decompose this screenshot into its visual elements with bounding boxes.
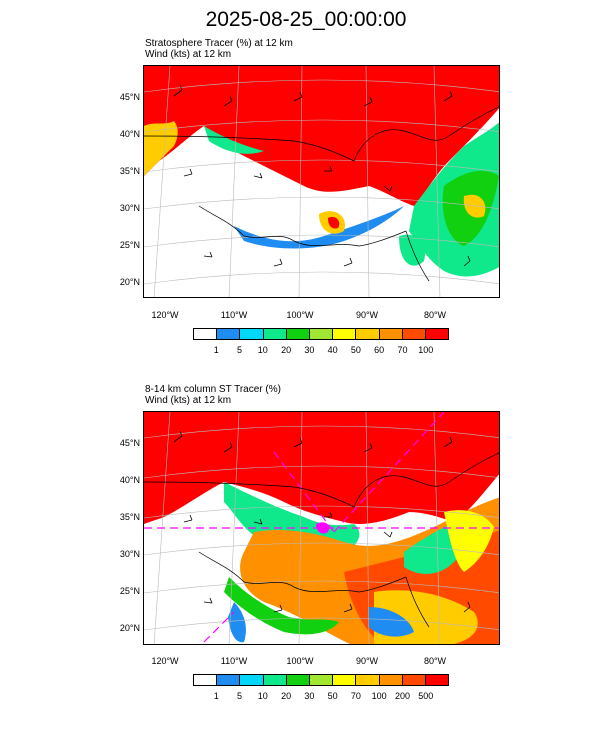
- colorbar-swatch: [194, 329, 218, 339]
- colorbar-swatch: [286, 675, 310, 685]
- colorbar-label: 60: [374, 345, 385, 355]
- colorbar-swatch: [333, 675, 357, 685]
- colorbar-swatch: [425, 675, 449, 685]
- colorbar-label: 100: [371, 691, 387, 701]
- panel1-lon-label-80w: 80°W: [423, 310, 447, 320]
- colorbar-label: 50: [327, 691, 338, 701]
- panel1-lat-label-25n: 25°N: [119, 240, 140, 250]
- colorbar-label: 5: [237, 345, 243, 355]
- colorbar-swatch: [425, 329, 449, 339]
- colorbar-swatch: [402, 675, 426, 685]
- column-st-tracer-field: [144, 412, 499, 644]
- panel1-lon-label-120w: 120°W: [151, 310, 179, 320]
- panel2-lon-label-80w: 80°W: [423, 656, 447, 666]
- panel2-lat-label-35n: 35°N: [119, 512, 140, 522]
- main-title: 2025-08-25_00:00:00: [205, 8, 407, 31]
- wind-barbs: [173, 84, 471, 267]
- panel1-lat-label-40n: 40°N: [119, 129, 140, 139]
- colorbar-label: 50: [350, 345, 361, 355]
- colorbar-swatch: [263, 329, 287, 339]
- panel2-lat-label-25n: 25°N: [119, 586, 140, 596]
- colorbar-label: 1: [213, 691, 219, 701]
- panel2-lat-label-45n: 45°N: [119, 438, 140, 448]
- panel2-lat-label-40n: 40°N: [119, 475, 140, 485]
- colorbar-swatch: [240, 329, 264, 339]
- panel1-title-line1: Stratosphere Tracer (%) at 12 km: [145, 38, 293, 49]
- lat-lon-grid: [144, 412, 499, 644]
- colorbar-label: 500: [418, 691, 434, 701]
- colorbar-swatch: [333, 329, 357, 339]
- panel1-lat-label-45n: 45°N: [119, 92, 140, 102]
- panel2-lat-label-20n: 20°N: [119, 623, 140, 633]
- colorbar-swatch: [402, 329, 426, 339]
- colorbar-swatch: [240, 675, 264, 685]
- lat-lon-grid: [144, 66, 499, 297]
- colorbar-swatch: [194, 675, 218, 685]
- colorbar-label: 10: [257, 345, 268, 355]
- panel1-lat-label-20n: 20°N: [119, 277, 140, 287]
- colorbar-swatch: [356, 329, 380, 339]
- colorbar-swatch: [217, 675, 241, 685]
- panel2-lon-label-110w: 110°W: [220, 656, 248, 666]
- colorbar-swatch: [309, 329, 334, 339]
- colorbar-label: 20: [281, 345, 292, 355]
- colorbar-label: 70: [350, 691, 361, 701]
- panel2-map: [143, 411, 500, 645]
- colorbar-label: 30: [304, 691, 315, 701]
- panel1-lat-label-30n: 30°N: [119, 203, 140, 213]
- colorbar-swatch: [217, 329, 241, 339]
- colorbar-label: 1: [213, 345, 219, 355]
- colorbar-label: 100: [418, 345, 434, 355]
- wind-barbs: [173, 430, 471, 613]
- colorbar-label: 200: [394, 691, 410, 701]
- panel1-map: [143, 65, 500, 298]
- stratosphere-tracer-field: [144, 66, 499, 277]
- colorbar-label: 40: [327, 345, 338, 355]
- colorbar-swatch: [309, 675, 334, 685]
- colorbar-label: 30: [304, 345, 315, 355]
- panel1-colorbar: [193, 328, 449, 340]
- panel2-lon-label-90w: 90°W: [355, 656, 379, 666]
- cross-section-dashed-lines: [144, 412, 499, 643]
- colorbar-swatch: [263, 675, 287, 685]
- colorbar-label: 10: [257, 691, 268, 701]
- country-borders: [144, 452, 499, 628]
- panel1-lat-label-35n: 35°N: [119, 166, 140, 176]
- panel1-lon-label-100w: 100°W: [286, 310, 314, 320]
- country-borders: [144, 106, 499, 282]
- colorbar-label: 20: [281, 691, 292, 701]
- colorbar-swatch: [356, 675, 380, 685]
- panel2-lat-label-30n: 30°N: [119, 549, 140, 559]
- colorbar-label: 5: [237, 691, 243, 701]
- colorbar-swatch: [379, 329, 403, 339]
- panel2-lon-label-100w: 100°W: [286, 656, 314, 666]
- panel2-lon-label-120w: 120°W: [151, 656, 179, 666]
- panel2-title-line1: 8-14 km column ST Tracer (%): [145, 384, 281, 395]
- colorbar-label: 70: [397, 345, 408, 355]
- panel1-lon-label-90w: 90°W: [355, 310, 379, 320]
- colorbar-swatch: [286, 329, 310, 339]
- colorbar-swatch: [379, 675, 403, 685]
- panel1-lon-label-110w: 110°W: [220, 310, 248, 320]
- panel2-title-line2: Wind (kts) at 12 km: [145, 395, 232, 406]
- panel2-colorbar: [193, 674, 449, 686]
- panel1-title-line2: Wind (kts) at 12 km: [145, 49, 232, 60]
